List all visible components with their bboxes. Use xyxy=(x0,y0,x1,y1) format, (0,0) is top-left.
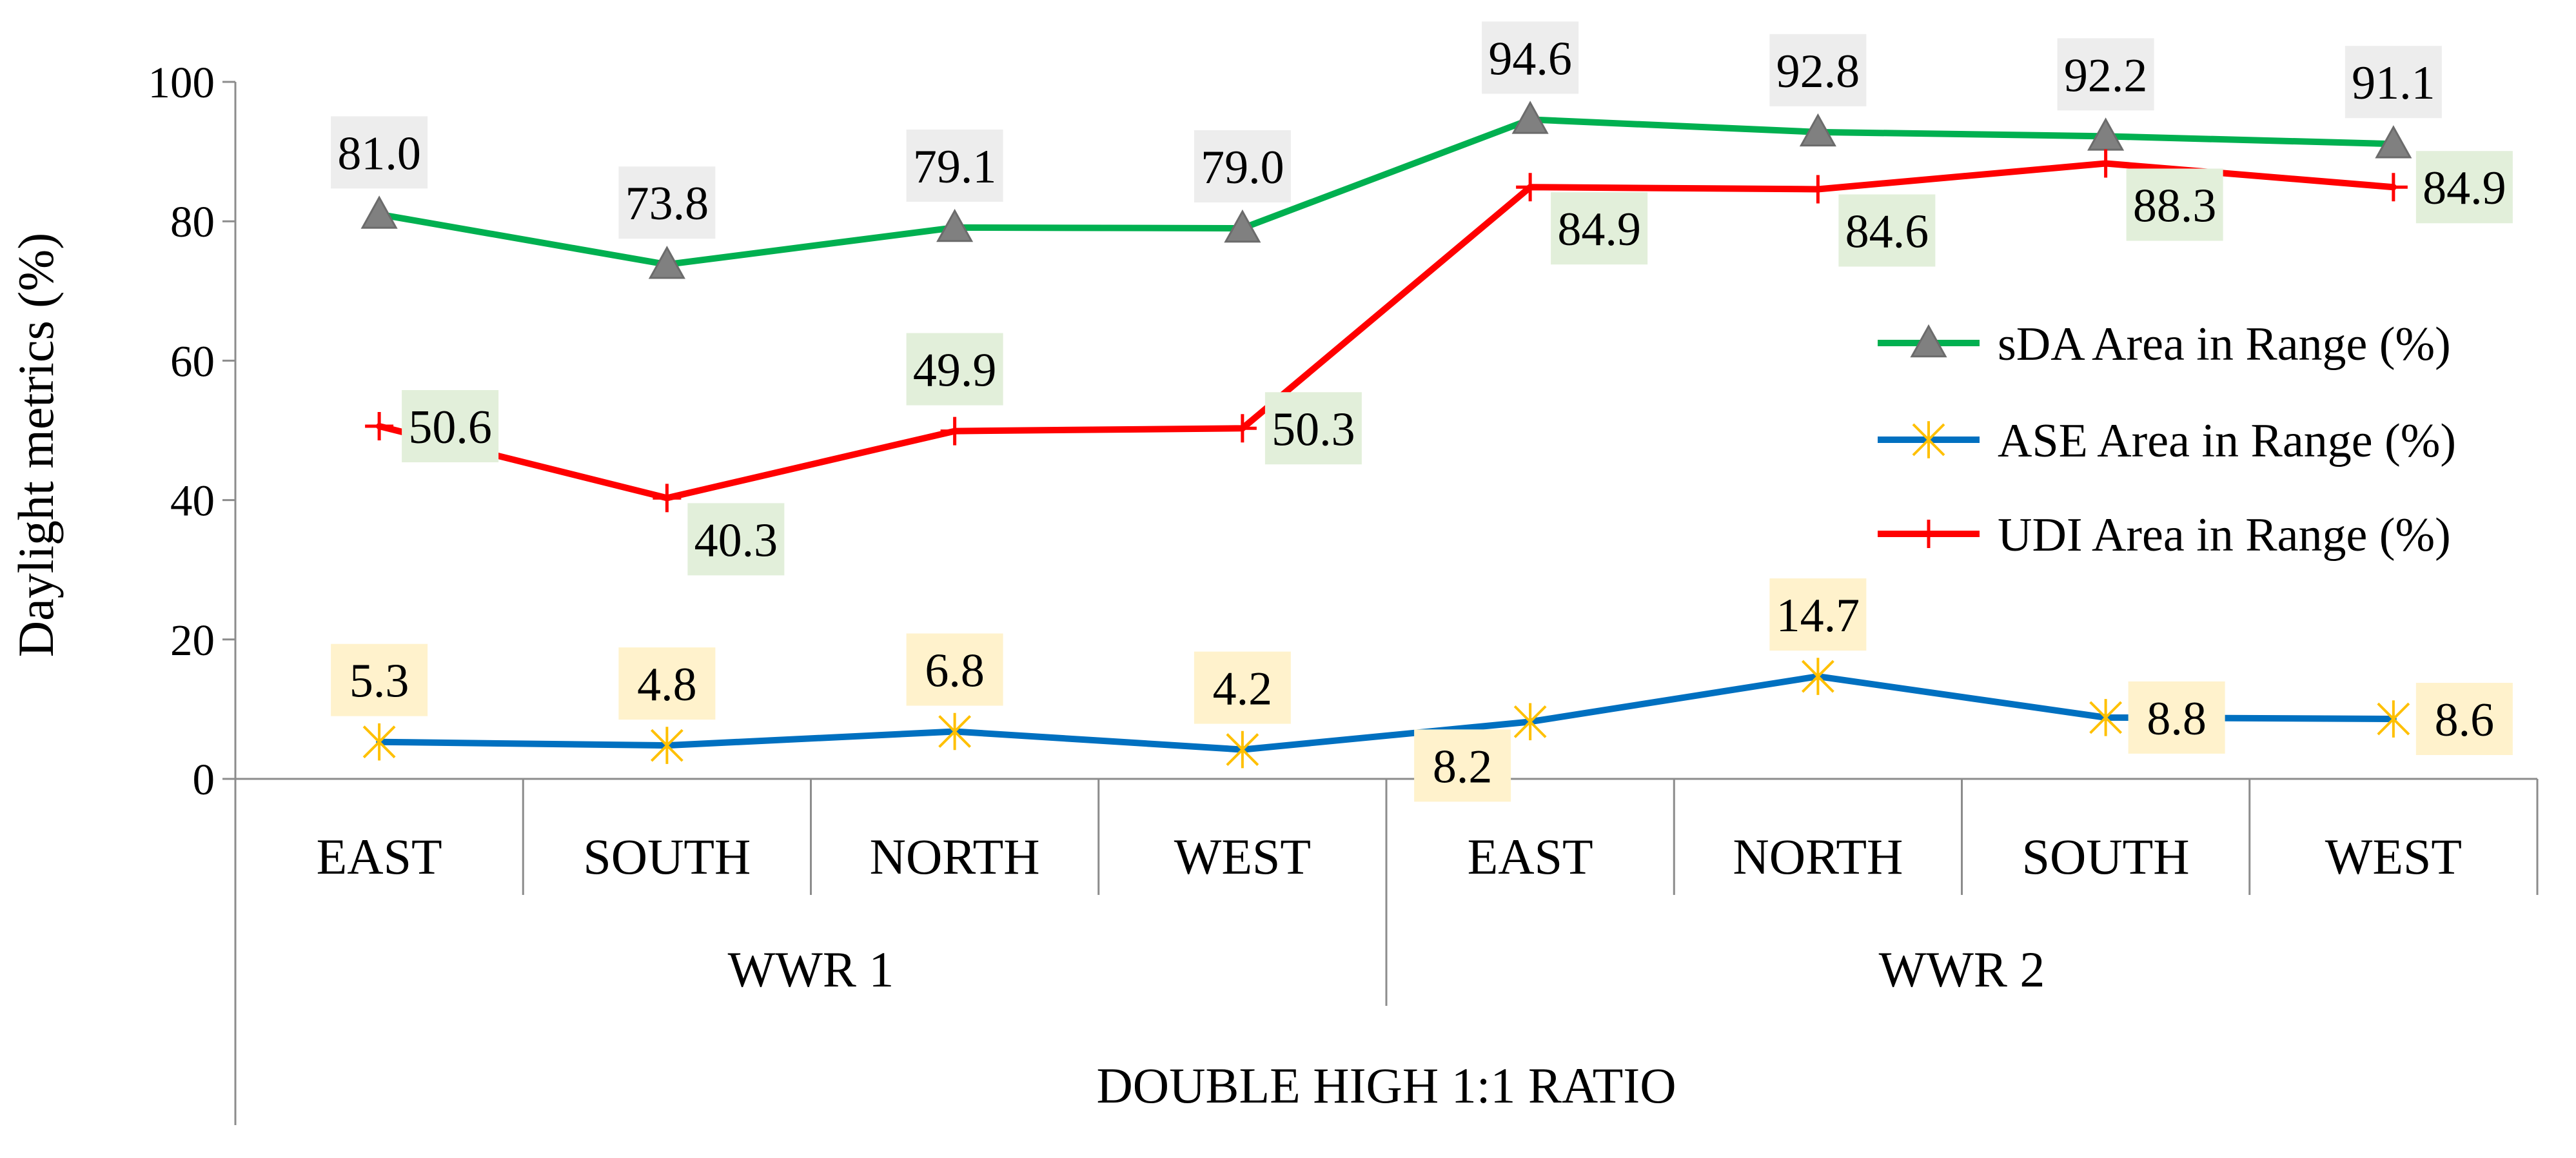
triangle-marker xyxy=(2375,125,2412,159)
data-label: 6.8 xyxy=(925,644,985,697)
data-label-box xyxy=(1551,192,1648,265)
y-axis-label: Daylight metrics (%) xyxy=(8,233,64,657)
data-label: 4.8 xyxy=(637,658,697,711)
x-category-label: EAST xyxy=(317,829,442,885)
data-label: 91.1 xyxy=(2352,57,2435,110)
data-label-box xyxy=(1264,392,1362,465)
series-line xyxy=(376,160,2397,502)
data-label-box xyxy=(1769,34,1867,106)
data-label: 8.8 xyxy=(2147,692,2207,745)
triangle-marker xyxy=(936,208,974,242)
data-label: 79.0 xyxy=(1201,141,1284,194)
data-label: 50.6 xyxy=(408,401,492,454)
data-label-box xyxy=(2126,168,2223,241)
x-category-label: NORTH xyxy=(870,829,1040,885)
data-label-box xyxy=(618,647,716,720)
data-label: 8.6 xyxy=(2435,694,2495,747)
data-label-box xyxy=(1414,729,1511,802)
data-label: 84.9 xyxy=(2423,162,2506,215)
data-label: 79.1 xyxy=(913,141,997,193)
x-category-label: EAST xyxy=(1468,829,1593,885)
data-label-box xyxy=(2128,681,2225,754)
y-tick-label: 0 xyxy=(193,755,215,804)
x-supergroup-label: DOUBLE HIGH 1:1 RATIO xyxy=(1096,1057,1676,1114)
triangle-marker xyxy=(1910,324,1947,358)
y-tick-label: 60 xyxy=(170,337,215,386)
data-label: 84.9 xyxy=(1557,203,1641,256)
series-lines xyxy=(376,116,2397,753)
triangle-marker xyxy=(360,195,398,229)
data-label: 92.8 xyxy=(1776,45,1860,98)
data-label-box xyxy=(331,116,428,189)
data-label: 88.3 xyxy=(2133,179,2217,232)
data-label: 81.0 xyxy=(337,127,421,180)
data-labels: 81.0 73.8 79.1 79.0 94.6 92.8 92.2 91.1 5.3 4.8 6.… xyxy=(331,21,2513,802)
data-label: 94.6 xyxy=(1488,32,1572,85)
data-label-box xyxy=(618,166,716,239)
data-label-box xyxy=(906,129,1003,202)
data-label-box xyxy=(1482,21,1579,94)
y-tick-label: 80 xyxy=(170,197,215,246)
data-label: 40.3 xyxy=(694,514,778,567)
x-category-label: SOUTH xyxy=(583,829,751,885)
data-label: 4.2 xyxy=(1213,663,1273,716)
x-category-label: WEST xyxy=(2325,829,2462,885)
data-label: 5.3 xyxy=(349,655,409,708)
x-category-label: SOUTH xyxy=(2022,829,2190,885)
data-label-box xyxy=(402,390,499,463)
legend-entry-label: ASE Area in Range (%) xyxy=(1998,415,2456,467)
data-label-box xyxy=(1838,194,1936,267)
data-label: 73.8 xyxy=(625,177,709,230)
data-label-box xyxy=(2057,38,2154,111)
data-label: 8.2 xyxy=(1433,740,1493,793)
data-label-box xyxy=(2415,683,2513,756)
data-label: 92.2 xyxy=(2064,49,2148,102)
x-category-label: WEST xyxy=(1174,829,1311,885)
triangle-marker xyxy=(1799,113,1836,147)
data-label-box xyxy=(2415,151,2513,224)
y-tick-label: 20 xyxy=(170,616,215,665)
triangle-marker xyxy=(648,246,685,279)
x-group-label: WWR 2 xyxy=(1879,941,2045,997)
data-label-box xyxy=(1769,578,1867,651)
data-label: 49.9 xyxy=(913,344,997,397)
legend-entry-label: UDI Area in Range (%) xyxy=(1998,509,2451,562)
y-tick-label: 100 xyxy=(148,58,215,107)
x-group-label: WWR 1 xyxy=(728,941,894,997)
legend-entry-label: sDA Area in Range (%) xyxy=(1998,318,2451,371)
data-label-box xyxy=(2345,46,2442,119)
data-label: 14.7 xyxy=(1776,589,1860,642)
data-label-box xyxy=(687,503,785,576)
markers xyxy=(360,101,2412,769)
y-tick-label: 40 xyxy=(170,476,215,525)
data-label-box xyxy=(906,633,1003,706)
data-label: 84.6 xyxy=(1845,205,1929,258)
triangle-marker xyxy=(1224,209,1261,243)
data-label-box xyxy=(906,333,1003,406)
axes: 0 20 40 60 80 100 EAST SOUTH NORTH WEST EAST NORTH S… xyxy=(148,58,2539,1125)
triangle-marker xyxy=(1511,101,1549,134)
series-line xyxy=(376,116,2397,268)
data-label-box xyxy=(1194,130,1291,203)
data-label: 50.3 xyxy=(1272,403,1355,456)
x-category-label: NORTH xyxy=(1733,829,1903,885)
legend: sDA Area in Range (%) ASE Area in Range (… xyxy=(1878,318,2456,562)
series-line xyxy=(376,673,2397,753)
data-label-box xyxy=(331,643,428,716)
data-label-box xyxy=(1194,651,1291,724)
